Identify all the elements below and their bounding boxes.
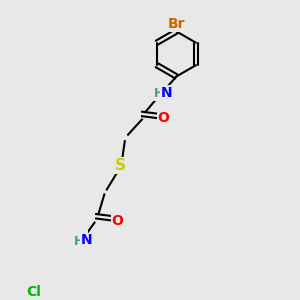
Text: S: S [114,158,125,173]
Text: O: O [157,111,169,125]
Text: H: H [74,235,84,248]
Text: N: N [161,86,172,100]
Text: O: O [112,214,123,228]
Text: H: H [154,87,164,100]
Text: Br: Br [168,17,185,31]
Text: N: N [80,233,92,247]
Text: Cl: Cl [27,285,41,298]
